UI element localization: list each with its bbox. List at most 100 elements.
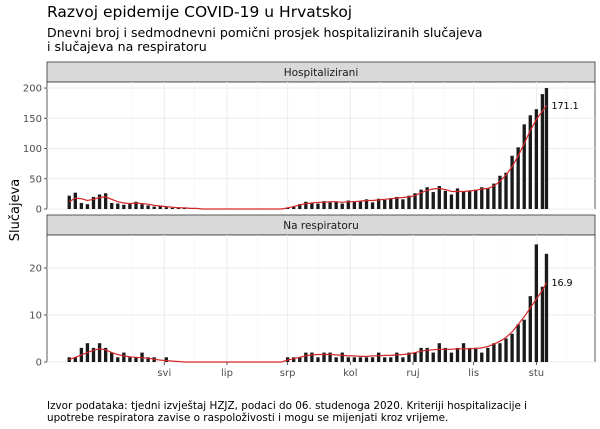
data-bar (146, 205, 150, 209)
data-bar (122, 204, 126, 209)
data-bar (467, 347, 472, 362)
y-tick-label: 0 (36, 358, 42, 369)
data-bar (73, 192, 77, 209)
data-bar (340, 352, 344, 362)
data-bar (395, 196, 399, 209)
data-bar (498, 343, 502, 362)
data-bar (110, 202, 114, 209)
data-bar (67, 195, 71, 209)
data-bar (79, 202, 84, 209)
data-bar (528, 296, 532, 362)
data-bar (334, 201, 338, 209)
data-bar (164, 357, 168, 362)
data-bar (364, 199, 369, 209)
data-bar (492, 183, 496, 209)
data-bar (401, 199, 405, 209)
data-bar (134, 357, 138, 362)
data-bar (389, 357, 393, 362)
y-tick-label: 0 (36, 205, 42, 216)
data-bar (486, 188, 490, 209)
y-tick-label: 10 (29, 310, 42, 321)
data-bar (516, 324, 520, 362)
x-tick-label: srp (280, 368, 296, 379)
y-tick-label: 150 (23, 114, 42, 125)
data-bar (298, 357, 302, 362)
data-bar (540, 286, 545, 362)
data-bar (292, 206, 296, 209)
facet-strip-label: Hospitalizirani (284, 67, 359, 79)
data-bar (322, 201, 326, 209)
data-bar (298, 204, 302, 209)
data-bar (352, 357, 357, 362)
data-bar (534, 244, 539, 362)
x-tick-label: kol (343, 368, 357, 379)
data-bar (85, 204, 90, 209)
data-bar (73, 357, 77, 362)
data-bar (364, 357, 369, 362)
data-bar (540, 94, 545, 209)
data-bar (443, 347, 448, 362)
data-bar (510, 333, 514, 362)
facet-panel: Hospitalizirani 0 50 100 150 200 171.1 (23, 61, 596, 216)
data-bar (310, 352, 314, 362)
data-bar (383, 199, 387, 209)
x-tick-label: stu (529, 368, 544, 379)
caption-line-1: Izvor podataka: tjedni izvještaj HZJZ, p… (47, 400, 527, 412)
data-bar (383, 357, 387, 362)
data-bar (103, 347, 108, 362)
data-bar (346, 357, 350, 362)
data-bar (128, 202, 132, 209)
data-bar (164, 207, 168, 209)
data-bar (461, 192, 466, 209)
data-bar (455, 347, 460, 362)
x-tick-label: lis (468, 368, 479, 379)
data-bar (91, 347, 96, 362)
data-bar (395, 352, 399, 362)
data-bar (486, 347, 490, 362)
y-axis-label: Slučajeva (8, 179, 23, 242)
data-bar (480, 187, 484, 209)
data-bar (328, 202, 332, 209)
data-bar (419, 347, 423, 362)
data-bar (461, 343, 466, 362)
data-bar (544, 88, 549, 209)
data-bar (328, 352, 332, 362)
data-bar (134, 201, 138, 209)
data-bar (316, 357, 320, 362)
y-tick-label: 50 (29, 174, 42, 185)
data-bar (122, 352, 126, 362)
data-bar (376, 352, 381, 362)
data-bar (419, 189, 423, 209)
data-bar (389, 198, 393, 209)
x-tick-label: ruj (406, 368, 419, 379)
moving-average-line (68, 282, 548, 363)
data-bar (534, 109, 539, 209)
moving-average-line (68, 105, 547, 210)
panel-background (46, 234, 596, 363)
data-bar (492, 343, 496, 362)
data-bar (407, 195, 411, 209)
y-tick-label: 20 (29, 263, 42, 274)
y-tick-label: 200 (23, 84, 42, 95)
data-bar (310, 202, 314, 209)
data-bar (498, 175, 502, 209)
data-bar (146, 357, 150, 362)
data-bar (544, 253, 549, 362)
data-bar (334, 357, 338, 362)
data-bar (304, 352, 308, 362)
data-bar (358, 201, 363, 209)
data-bar (91, 196, 96, 209)
data-bar (152, 206, 156, 209)
data-bar (474, 189, 478, 209)
data-bar (103, 193, 108, 209)
data-bar (116, 357, 120, 362)
data-bar (376, 198, 381, 209)
end-value-label: 16.9 (551, 278, 572, 289)
data-bar (97, 194, 102, 209)
data-bar (504, 172, 508, 209)
data-bar (128, 357, 132, 362)
data-bar (158, 205, 162, 209)
data-bar (437, 186, 441, 209)
chart-subtitle-line-1: Dnevni broj i sedmodnevni pomični prosje… (47, 25, 482, 40)
data-bar (413, 352, 417, 362)
